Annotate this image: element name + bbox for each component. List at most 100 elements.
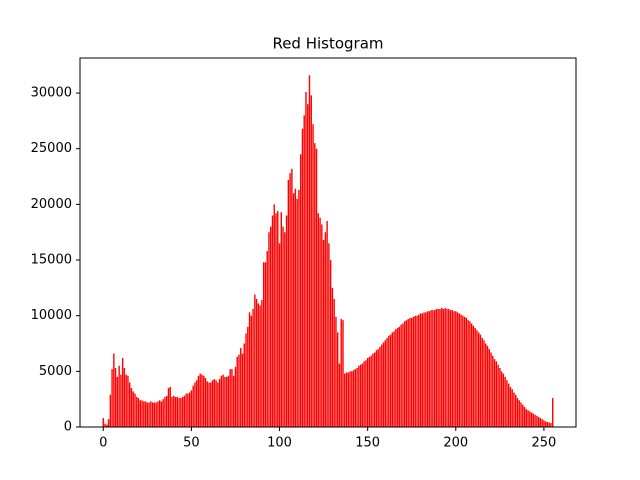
bar (479, 334, 482, 427)
bar (314, 143, 316, 427)
bar (386, 337, 388, 427)
bar (121, 357, 124, 427)
bar (181, 396, 184, 427)
bar (379, 346, 381, 427)
bar (113, 353, 115, 427)
bar (224, 376, 226, 427)
bar (419, 313, 422, 427)
bar (470, 323, 473, 427)
bar (432, 310, 434, 427)
bar (536, 415, 538, 427)
bar (405, 320, 408, 427)
bar (194, 382, 196, 427)
bar (328, 243, 330, 427)
bar (275, 213, 277, 427)
bar (220, 375, 223, 427)
bar (252, 309, 254, 427)
bar (511, 389, 513, 427)
bar (298, 189, 300, 427)
bar (506, 380, 508, 427)
bar (548, 422, 550, 427)
bar (231, 369, 233, 427)
bar (474, 327, 476, 427)
bar (310, 95, 312, 428)
bar (262, 262, 265, 427)
bar (261, 300, 263, 427)
bar (301, 128, 304, 427)
bar (402, 323, 404, 427)
x-tick-label: 200 (443, 436, 468, 451)
bar (356, 368, 358, 427)
bar (358, 365, 360, 427)
bar (516, 398, 519, 427)
y-tick-label: 15000 (31, 253, 72, 268)
bar (215, 380, 217, 427)
bar (141, 400, 143, 427)
bar (203, 375, 205, 427)
bar (204, 378, 207, 427)
bar (428, 311, 431, 427)
bar (241, 353, 244, 427)
bar (254, 294, 256, 427)
x-tick-label: 0 (99, 436, 107, 451)
bar (435, 309, 438, 427)
bar (307, 104, 309, 427)
bar (255, 298, 258, 427)
plot-frame (79, 57, 577, 428)
y-tick-label: 0 (64, 420, 72, 435)
bar (188, 392, 191, 427)
bar (377, 349, 379, 427)
bar (116, 376, 119, 427)
bar (472, 325, 475, 427)
bar (285, 215, 288, 427)
bar (299, 154, 302, 427)
bar (245, 333, 247, 427)
bar (340, 319, 342, 427)
bar (176, 396, 179, 427)
bar (403, 321, 406, 427)
bar (437, 309, 439, 427)
bar (273, 204, 275, 427)
bar (407, 319, 409, 427)
bar (284, 232, 286, 427)
bar (109, 394, 112, 427)
bar (197, 375, 200, 427)
bar (426, 311, 429, 427)
bar (440, 307, 443, 427)
bar (268, 232, 270, 427)
bar (527, 410, 529, 427)
bar (550, 423, 552, 427)
bar (518, 400, 520, 427)
bar (227, 375, 230, 427)
bar (148, 402, 150, 427)
bar (192, 385, 194, 427)
bar (532, 413, 535, 427)
bar (144, 401, 147, 427)
bar (129, 382, 131, 427)
bar (287, 179, 290, 427)
bar (502, 373, 505, 427)
bar (317, 213, 320, 427)
bar (398, 326, 401, 427)
bar (240, 347, 242, 427)
bar (111, 369, 113, 427)
bar (354, 369, 357, 427)
bar (349, 371, 351, 427)
bar (335, 316, 337, 427)
bar (515, 394, 517, 427)
bar (238, 354, 240, 427)
bar (467, 320, 469, 427)
bar (225, 376, 228, 427)
bar (368, 356, 371, 427)
bar (173, 395, 175, 427)
bar (139, 400, 141, 427)
bar (291, 168, 293, 427)
bar (544, 421, 547, 427)
bar (396, 327, 399, 427)
bar (326, 221, 328, 427)
bar (178, 398, 180, 427)
bar (305, 91, 307, 427)
bar (523, 406, 526, 427)
bar (160, 401, 163, 427)
